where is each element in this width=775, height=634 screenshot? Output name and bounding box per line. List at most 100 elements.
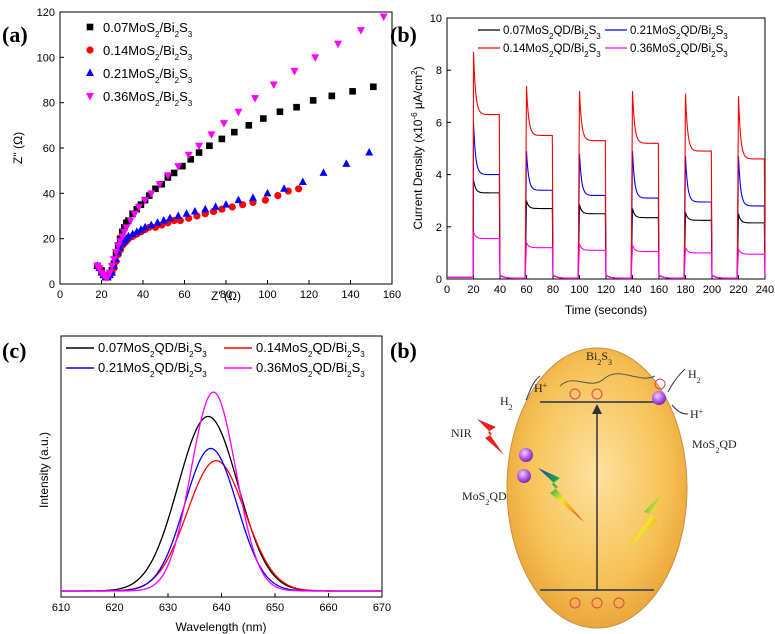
panel-b1-legend: 0.07MoS2QD/Bi2S3 0.21MoS2QD/Bi2S3 0.14MoS2…: [478, 25, 728, 59]
photocurrent-line: [447, 51, 766, 279]
legend-label: 0.14MoS2/Bi2S3: [103, 43, 193, 62]
legend-label: 0.21MoS2QD/Bi2S3: [98, 360, 207, 379]
panel-c-lines: [61, 391, 382, 592]
data-point: [295, 185, 303, 193]
data-point: [153, 218, 162, 226]
legend-label: 0.36MoS2QD/Bi2S3: [256, 360, 365, 379]
x-tick-label: 620: [105, 602, 123, 614]
legend-marker: [86, 46, 94, 54]
data-point: [112, 249, 121, 257]
y-tick-label: 0: [436, 274, 442, 286]
data-point: [152, 185, 159, 193]
excitation-arrowhead: [592, 404, 602, 414]
panel-b2-label: (b): [390, 338, 417, 363]
panel-c-axes: 610 620 630 640 650 660 670: [52, 593, 391, 614]
x-tick-label: 60: [178, 289, 190, 301]
data-point: [128, 229, 137, 238]
data-point: [365, 148, 374, 156]
panel-a-markers: [93, 13, 388, 282]
data-point: [130, 210, 139, 219]
data-point: [163, 172, 172, 180]
x-tick-label: 140: [623, 284, 641, 296]
data-point: [231, 128, 238, 136]
x-tick-label: 40: [137, 289, 149, 301]
data-point: [342, 159, 351, 167]
data-point: [261, 196, 270, 204]
y-tick-label: 10: [430, 13, 442, 25]
h2-right-text: H2: [688, 367, 701, 385]
data-point: [228, 203, 236, 211]
legend-label: 0.07MoS2/Bi2S3: [103, 20, 193, 39]
data-point: [260, 115, 267, 122]
data-point: [174, 163, 183, 171]
data-point: [319, 168, 328, 176]
x-tick-label: 20: [467, 284, 479, 296]
x-tick-label: 200: [703, 284, 721, 296]
data-point: [234, 108, 243, 117]
data-point: [206, 142, 213, 150]
legend-label: 0.21MoS2/Bi2S3: [103, 66, 193, 85]
mos2qd-left-text: MoS2QD: [462, 489, 507, 507]
panel-c-ylabel: Intensity (a.u.): [37, 432, 51, 508]
data-point: [274, 192, 282, 200]
x-tick-label: 0: [444, 284, 450, 296]
hplus-arrow: [671, 404, 689, 415]
electron-icon: [591, 388, 603, 400]
x-tick-label: 80: [547, 284, 559, 296]
panel-b1-label: (b): [390, 22, 417, 47]
data-point: [155, 181, 164, 189]
electron-icon: [569, 388, 581, 400]
data-point: [122, 224, 131, 232]
data-point: [170, 169, 178, 177]
pl-spectrum-line: [61, 459, 382, 592]
x-tick-label: 650: [266, 602, 284, 614]
x-tick-label: 120: [300, 289, 318, 301]
legend-marker: [86, 23, 94, 31]
data-point: [174, 211, 183, 219]
data-point: [132, 227, 141, 235]
data-point: [218, 135, 226, 143]
pl-spectrum-line: [61, 447, 382, 592]
h2-left-text: H2: [500, 394, 513, 412]
x-tick-label: 240: [756, 284, 774, 296]
y-tick-label: 120: [37, 7, 55, 19]
panel-b1-lines: [447, 51, 766, 279]
data-point: [190, 206, 199, 215]
data-point: [207, 131, 216, 139]
hole-icon: [591, 597, 603, 609]
electron-icon: [654, 378, 666, 390]
data-point: [107, 262, 116, 271]
data-point: [159, 216, 168, 224]
data-point: [234, 195, 243, 204]
data-point: [136, 225, 145, 233]
panel-c-xlabel: Wavelength (nm): [176, 620, 267, 634]
y-tick-label: 4: [436, 170, 442, 182]
y-tick-label: 40: [43, 188, 55, 200]
x-tick-label: 670: [373, 602, 391, 614]
data-point: [109, 256, 118, 264]
panel-b1-xlabel: Time (seconds): [565, 303, 647, 317]
x-tick-label: 0: [57, 289, 63, 301]
panel-c-legend: 0.07MoS2QD/Bi2S3 0.14MoS2QD/Bi2S3 0.21MoS2…: [66, 340, 365, 379]
y-tick-label: 6: [436, 117, 442, 129]
x-tick-label: 60: [520, 284, 532, 296]
x-tick-label: 610: [52, 602, 70, 614]
data-point: [126, 217, 135, 226]
electron-path: [559, 373, 656, 387]
panel-b-photocurrent: (b) 0 20 40 60 80 100 120 140 160 180 200 220 240 0 2 4…: [390, 13, 774, 317]
x-tick-label: 100: [258, 289, 276, 301]
data-point: [187, 156, 195, 163]
x-tick-label: 160: [650, 284, 668, 296]
data-point: [334, 40, 343, 49]
y-tick-label: 0: [49, 279, 55, 291]
panel-b1-axes: 0 20 40 60 80 100 120 140 160 180 200 220 240 0 2 4 6 8 10: [430, 13, 774, 296]
light-bolt-icon: [626, 494, 662, 550]
legend-marker: [86, 68, 94, 76]
y-tick-label: 20: [43, 234, 55, 246]
nir-bolt-icon: [477, 419, 504, 455]
data-point: [311, 54, 320, 62]
legend-label: 0.14MoS2QD/Bi2S3: [503, 43, 601, 59]
data-point: [263, 188, 272, 197]
data-point: [141, 222, 150, 231]
panel-a-legend: 0.07MoS2/Bi2S3 0.14MoS2/Bi2S3 0.21MoS2/Bi2…: [86, 20, 193, 108]
